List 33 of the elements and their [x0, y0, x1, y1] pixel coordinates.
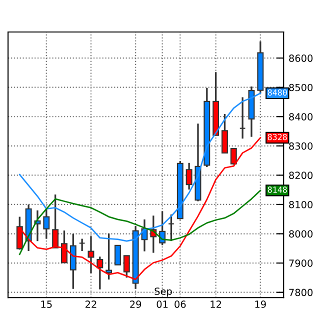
x-tick-label: 29 [130, 300, 142, 308]
candlestick [222, 113, 228, 154]
x-tick-label: 01 [156, 300, 168, 308]
x-tick-label: 15 [41, 300, 52, 308]
candlestick [168, 214, 174, 242]
y-tick-label: 8000 [289, 230, 313, 238]
x-tick-label: 19 [255, 300, 266, 308]
y-tick-label: 8200 [289, 172, 313, 180]
candlestick [239, 96, 246, 140]
candlestick [106, 232, 112, 280]
y-tick-label: 8500 [289, 84, 313, 92]
x-tick-label: 06 [174, 300, 186, 308]
line-series [18, 92, 262, 242]
x-tick-label: 22 [86, 300, 96, 308]
y-tick-label: 8300 [289, 142, 313, 150]
y-tick-label: 7900 [289, 260, 313, 267]
line-series [18, 190, 262, 255]
x-tick-label: 12 [210, 300, 222, 308]
data-label: 8148 [268, 186, 287, 193]
candlestick [52, 194, 59, 249]
data-label: 8328 [268, 134, 287, 140]
candlestick [43, 206, 50, 240]
y-tick-label: 8400 [289, 113, 313, 120]
candlestick [61, 230, 68, 264]
y-tick-label: 8100 [289, 200, 313, 208]
data-label: 8480 [268, 89, 287, 96]
candlestick [186, 162, 192, 190]
candlestick [114, 244, 121, 266]
candlestick [78, 238, 86, 252]
y-tick-label: 7800 [289, 288, 313, 296]
y-tick-label: 8600 [289, 54, 313, 62]
annotation: Sep [154, 288, 172, 297]
candlestick [230, 148, 237, 166]
